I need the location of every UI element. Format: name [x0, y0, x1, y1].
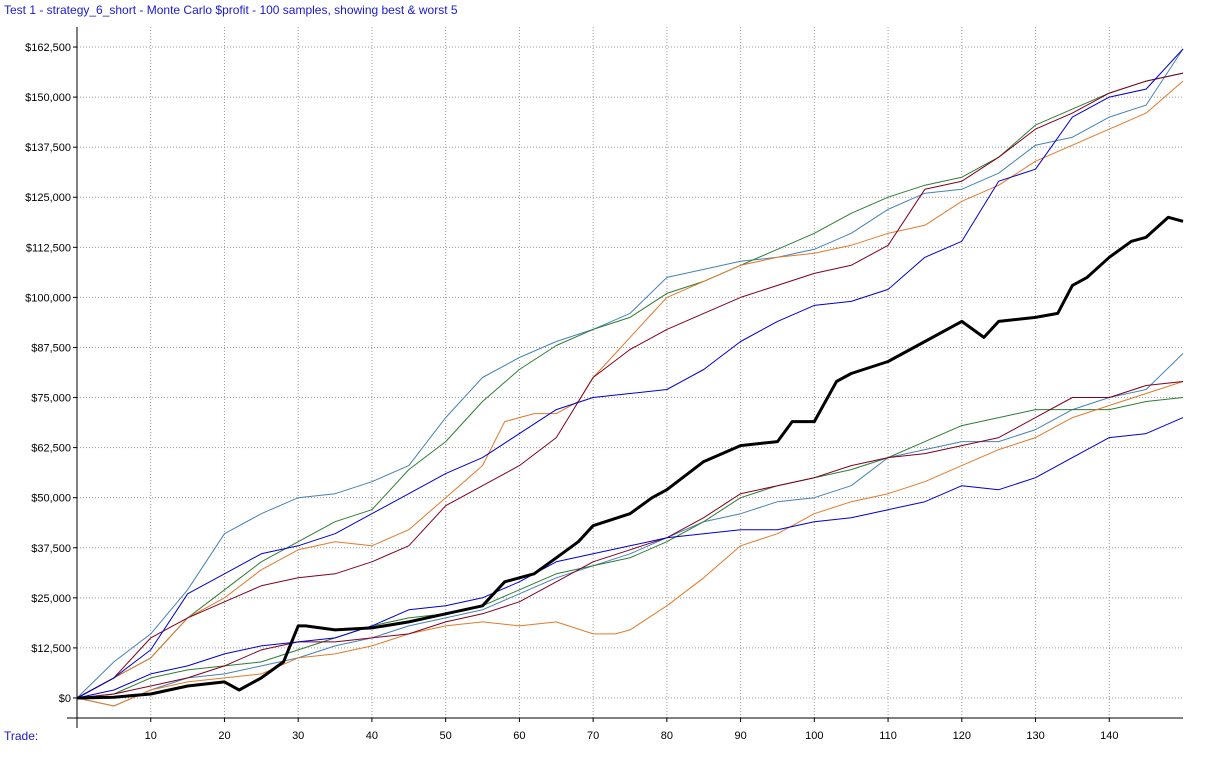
series-lines	[76, 48, 1184, 707]
x-tick-label: 40	[366, 730, 378, 742]
y-tick-label: $75,000	[31, 393, 71, 405]
x-tick-label: 90	[734, 730, 746, 742]
y-tick-label: $50,000	[31, 493, 71, 505]
y-tick-label: $100,000	[25, 292, 71, 304]
y-tick-label: $150,000	[25, 92, 71, 104]
x-tick-label: 80	[661, 730, 673, 742]
series-line-5	[76, 48, 1184, 699]
x-tick-label: 60	[513, 730, 525, 742]
series-line-3	[76, 80, 1184, 699]
series-line-4	[76, 72, 1184, 699]
y-tick-label: $62,500	[31, 443, 71, 455]
x-tick-label: 10	[145, 730, 157, 742]
series-line-2	[76, 72, 1184, 699]
x-tick-label: 50	[440, 730, 452, 742]
x-tick-label: 30	[292, 730, 304, 742]
y-tick-label: $112,500	[26, 242, 71, 254]
series-line-7	[76, 397, 1184, 699]
x-tick-label: 120	[953, 730, 971, 742]
series-line-9	[76, 381, 1184, 699]
y-axis-ticks: $0 $12,500 $25,000 $37,500 $50,000 $62,500 $75…	[25, 42, 71, 705]
grid-lines	[77, 27, 1183, 718]
x-axis-ticks: 10 20 30 40 50 60 70 80 90 100 110 120 130 140	[145, 730, 1119, 742]
y-tick-label: $125,000	[25, 192, 71, 204]
y-tick-label: $0	[59, 693, 71, 705]
y-tick-label: $162,500	[25, 42, 71, 54]
series-line-1	[76, 48, 1184, 699]
y-tick-label: $25,000	[31, 593, 71, 605]
series-line-6	[76, 353, 1184, 707]
y-tick-label: $137,500	[25, 142, 71, 154]
x-tick-label: 140	[1100, 730, 1118, 742]
x-axis-label: Trade:	[4, 729, 39, 743]
x-tick-label: 20	[218, 730, 230, 742]
x-tick-label: 110	[879, 730, 897, 742]
chart-title: Test 1 - strategy_6_short - Monte Carlo …	[4, 3, 458, 17]
x-tick-label: 130	[1026, 730, 1044, 742]
y-tick-label: $87,500	[31, 342, 71, 354]
series-line-10	[76, 417, 1184, 699]
axes	[67, 27, 1183, 728]
x-tick-label: 70	[587, 730, 599, 742]
x-tick-label: 100	[805, 730, 823, 742]
series-line-0	[76, 215, 1184, 700]
y-tick-label: $37,500	[31, 543, 71, 555]
y-tick-label: $12,500	[31, 643, 71, 655]
series-line-8	[76, 381, 1184, 707]
